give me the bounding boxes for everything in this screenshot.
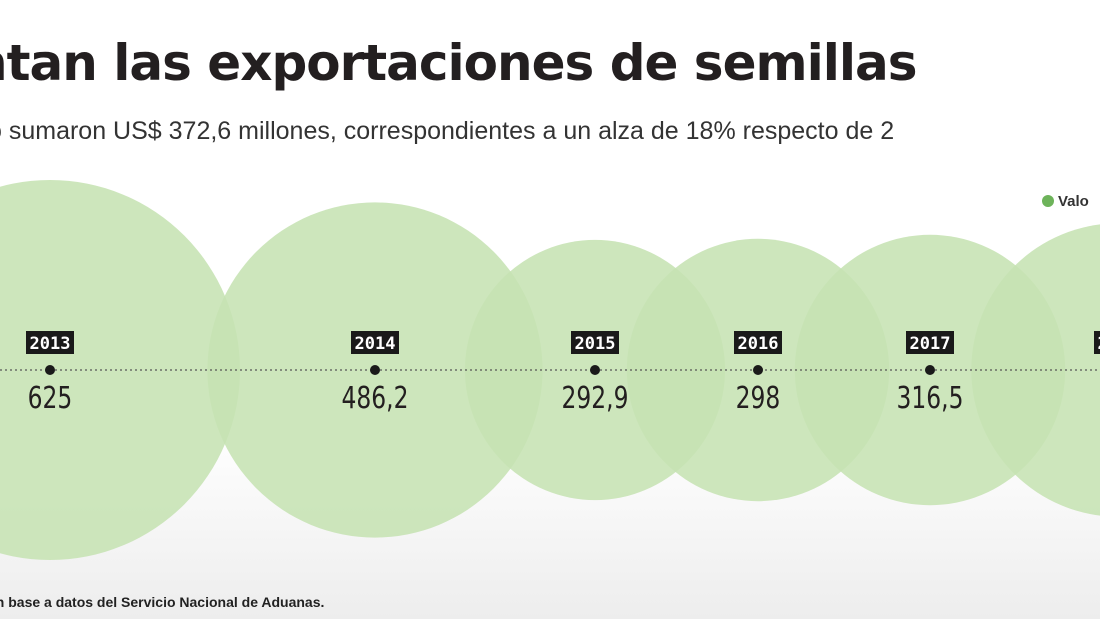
legend-label: Valo	[1058, 193, 1089, 210]
year-label-bg-2018	[1094, 331, 1100, 354]
year-marker-dot-2015	[590, 365, 600, 375]
year-label-2016: 2016	[738, 334, 779, 354]
year-marker-dot-2013	[45, 365, 55, 375]
year-label-bg-2014	[351, 331, 399, 354]
year-label-2015: 2015	[575, 334, 616, 354]
year-label-bg-2013	[26, 331, 74, 354]
source-note: en base a datos del Servicio Nacional de…	[0, 594, 325, 610]
year-marker-dot-2017	[925, 365, 935, 375]
year-label-bg-2015	[571, 331, 619, 354]
year-label-bg-2017	[906, 331, 954, 354]
year-label-2013: 2013	[30, 334, 71, 354]
legend: Valo	[1042, 193, 1100, 215]
year-marker-dot-2016	[753, 365, 763, 375]
year-label-2017: 2017	[910, 334, 951, 354]
chart-title: ntan las exportaciones de semillas	[0, 34, 918, 92]
value-label-2015: 292,9	[562, 381, 629, 416]
bubble-2013	[0, 180, 240, 560]
value-label-2014: 486,2	[342, 381, 409, 416]
legend-dot-icon	[1042, 195, 1054, 207]
value-label-2016: 298	[736, 381, 781, 416]
value-label-2017: 316,5	[897, 381, 964, 416]
value-label-2013: 625	[28, 381, 73, 416]
year-label-bg-2016	[734, 331, 782, 354]
year-label-2018: 2018	[1098, 334, 1100, 354]
year-label-2014: 2014	[355, 334, 396, 354]
chart-subtitle: o sumaron US$ 372,6 millones, correspond…	[0, 117, 895, 145]
year-marker-dot-2014	[370, 365, 380, 375]
